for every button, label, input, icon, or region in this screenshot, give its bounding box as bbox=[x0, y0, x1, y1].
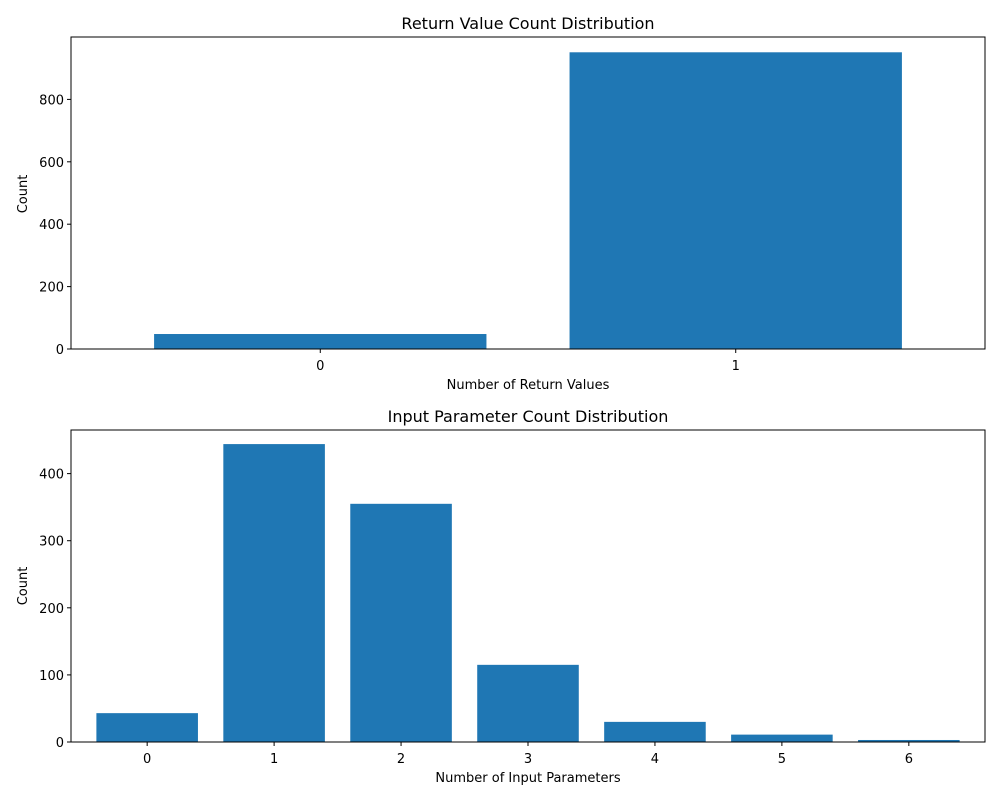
y-tick-label: 400 bbox=[39, 468, 64, 483]
chart-title: Input Parameter Count Distribution bbox=[388, 407, 669, 426]
bar-1 bbox=[569, 52, 902, 349]
bars bbox=[154, 52, 902, 349]
y-tick-label: 200 bbox=[39, 281, 64, 296]
x-tick-label: 0 bbox=[316, 359, 324, 374]
y-tick-label: 300 bbox=[39, 535, 64, 550]
return-value-chart: Return Value Count Distribution Number o… bbox=[16, 14, 986, 393]
plot-frame bbox=[70, 429, 986, 743]
bar-0 bbox=[96, 713, 198, 742]
x-tick-label: 5 bbox=[778, 752, 786, 767]
bar-3 bbox=[477, 664, 579, 742]
bar-4 bbox=[604, 721, 706, 742]
x-axis-label: Number of Return Values bbox=[447, 378, 610, 393]
bars bbox=[96, 444, 960, 742]
x-tick-label: 1 bbox=[270, 752, 278, 767]
y-tick-label: 800 bbox=[39, 93, 64, 108]
y-tick-label: 600 bbox=[39, 156, 64, 171]
x-tick-label: 6 bbox=[905, 752, 913, 767]
bar-6 bbox=[858, 739, 960, 742]
y-tick-label: 400 bbox=[39, 218, 64, 233]
x-tick-label: 3 bbox=[524, 752, 532, 767]
chart-title: Return Value Count Distribution bbox=[401, 14, 654, 33]
x-tick-label: 1 bbox=[732, 359, 740, 374]
y-axis-label: Count bbox=[16, 567, 31, 606]
y-tick-label: 0 bbox=[56, 343, 64, 358]
plot-frame bbox=[70, 36, 986, 350]
y-axis-ticks: 0 200 400 600 800 bbox=[39, 93, 71, 358]
x-tick-label: 2 bbox=[397, 752, 405, 767]
y-axis-label: Count bbox=[16, 175, 31, 214]
x-axis-label: Number of Input Parameters bbox=[435, 771, 620, 786]
x-tick-label: 4 bbox=[651, 752, 659, 767]
x-tick-label: 0 bbox=[143, 752, 151, 767]
bar-5 bbox=[731, 734, 833, 742]
bar-1 bbox=[223, 444, 325, 742]
y-axis-ticks: 0 100 200 300 400 bbox=[39, 468, 71, 751]
y-tick-label: 0 bbox=[56, 736, 64, 751]
bar-0 bbox=[154, 334, 487, 349]
x-axis-ticks: 0 1 2 3 4 5 6 bbox=[143, 742, 913, 767]
y-tick-label: 200 bbox=[39, 602, 64, 617]
y-tick-label: 100 bbox=[39, 669, 64, 684]
bar-2 bbox=[350, 503, 452, 742]
input-parameter-chart: Input Parameter Count Distribution Numbe… bbox=[16, 407, 986, 786]
